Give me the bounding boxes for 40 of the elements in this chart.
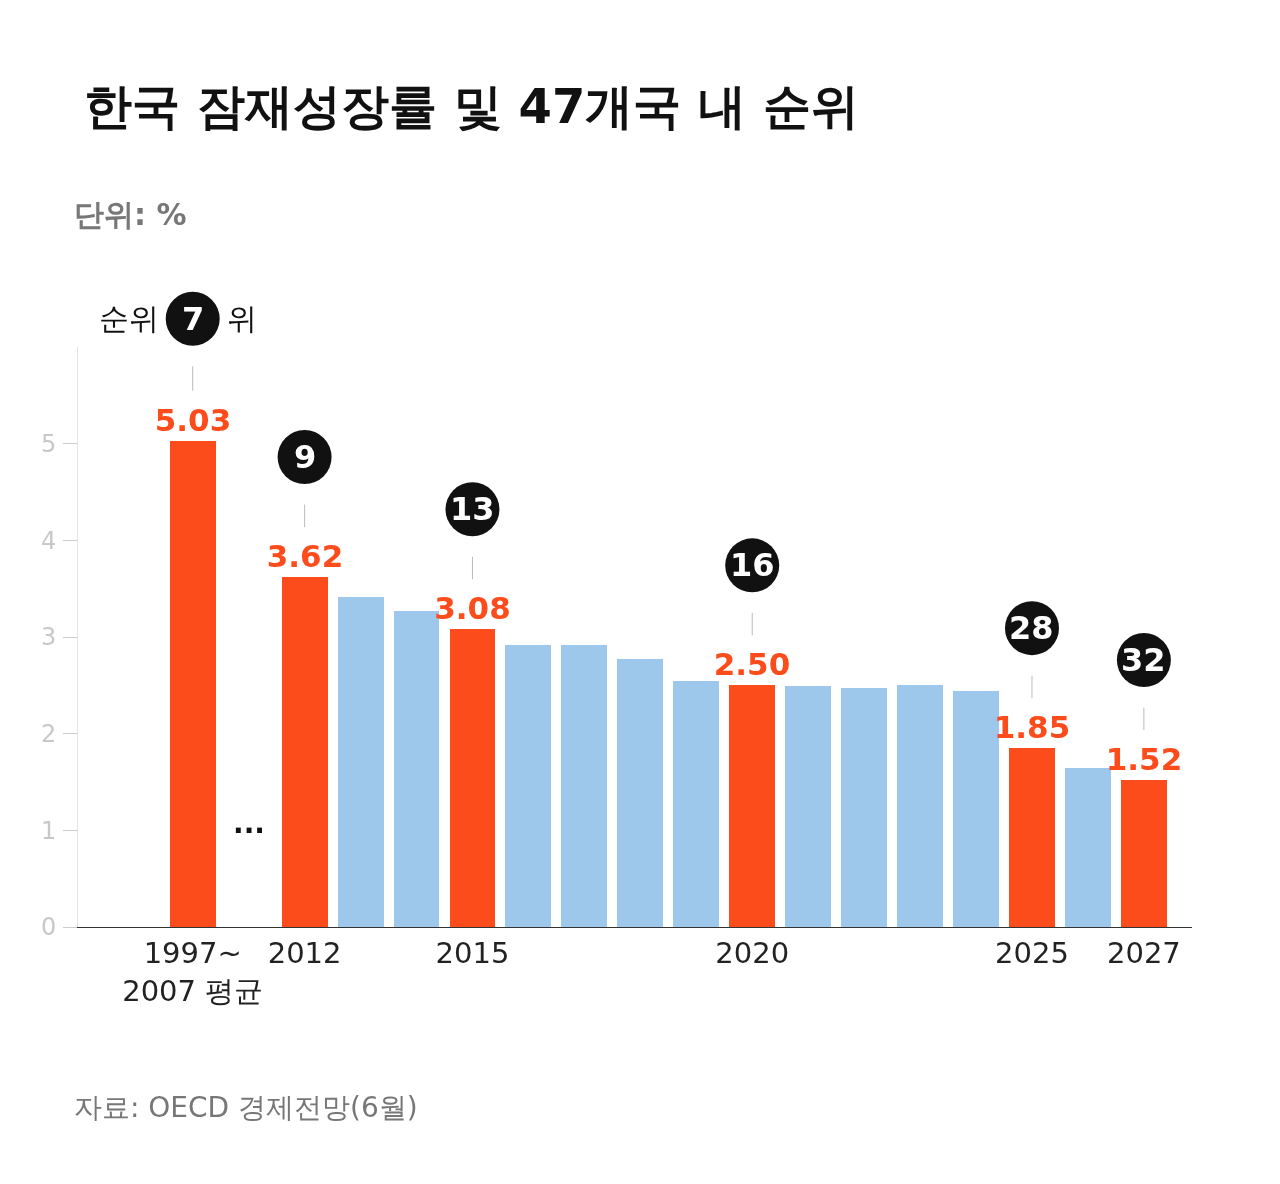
- bar: [729, 685, 775, 927]
- text: 위: [227, 301, 257, 336]
- x-tick-label: 2025: [995, 935, 1069, 970]
- annotation: 7: [182, 300, 205, 338]
- bar: [170, 441, 216, 927]
- bar: [561, 645, 607, 927]
- bar: [450, 629, 495, 927]
- annotation: 9: [294, 438, 317, 476]
- bar: [673, 681, 719, 927]
- x-tick-label: 2020: [715, 935, 790, 970]
- chart-subtitle: 단위: %: [74, 197, 187, 232]
- annotation: 28: [1009, 609, 1054, 647]
- x-tick-label: 2015: [435, 935, 510, 970]
- bar: [282, 577, 328, 927]
- bar: [953, 691, 999, 927]
- data-label: 2.50: [713, 646, 791, 682]
- x-tick-label: 2027: [1106, 935, 1181, 970]
- text: 자료: OECD 경제전망(6월): [74, 1091, 418, 1124]
- bar: [785, 686, 831, 927]
- annotation: 16: [730, 546, 775, 584]
- data-label: 1.52: [1105, 741, 1183, 777]
- annotation: ···: [233, 814, 265, 847]
- chart-title: 한국 잠재성장률 및 47개국 내 순위: [84, 78, 859, 135]
- bar: [1121, 780, 1167, 927]
- annotation: 13: [450, 490, 495, 528]
- x-tick-label: 2012: [267, 935, 342, 970]
- bar: [841, 688, 887, 927]
- x-tick-label: 1997~ 2007 평균: [122, 935, 264, 1008]
- bar: [617, 659, 663, 927]
- bar: [505, 645, 551, 927]
- bar: [338, 597, 384, 927]
- bar: [1065, 768, 1111, 927]
- data-label: 1.85: [993, 709, 1071, 745]
- annotation: 32: [1121, 641, 1166, 679]
- data-label: 3.62: [266, 538, 344, 574]
- bar: [897, 685, 943, 927]
- data-label: 5.03: [154, 402, 232, 438]
- bar: [1009, 748, 1055, 927]
- text: 순위: [99, 301, 159, 336]
- data-label: 3.08: [434, 590, 511, 626]
